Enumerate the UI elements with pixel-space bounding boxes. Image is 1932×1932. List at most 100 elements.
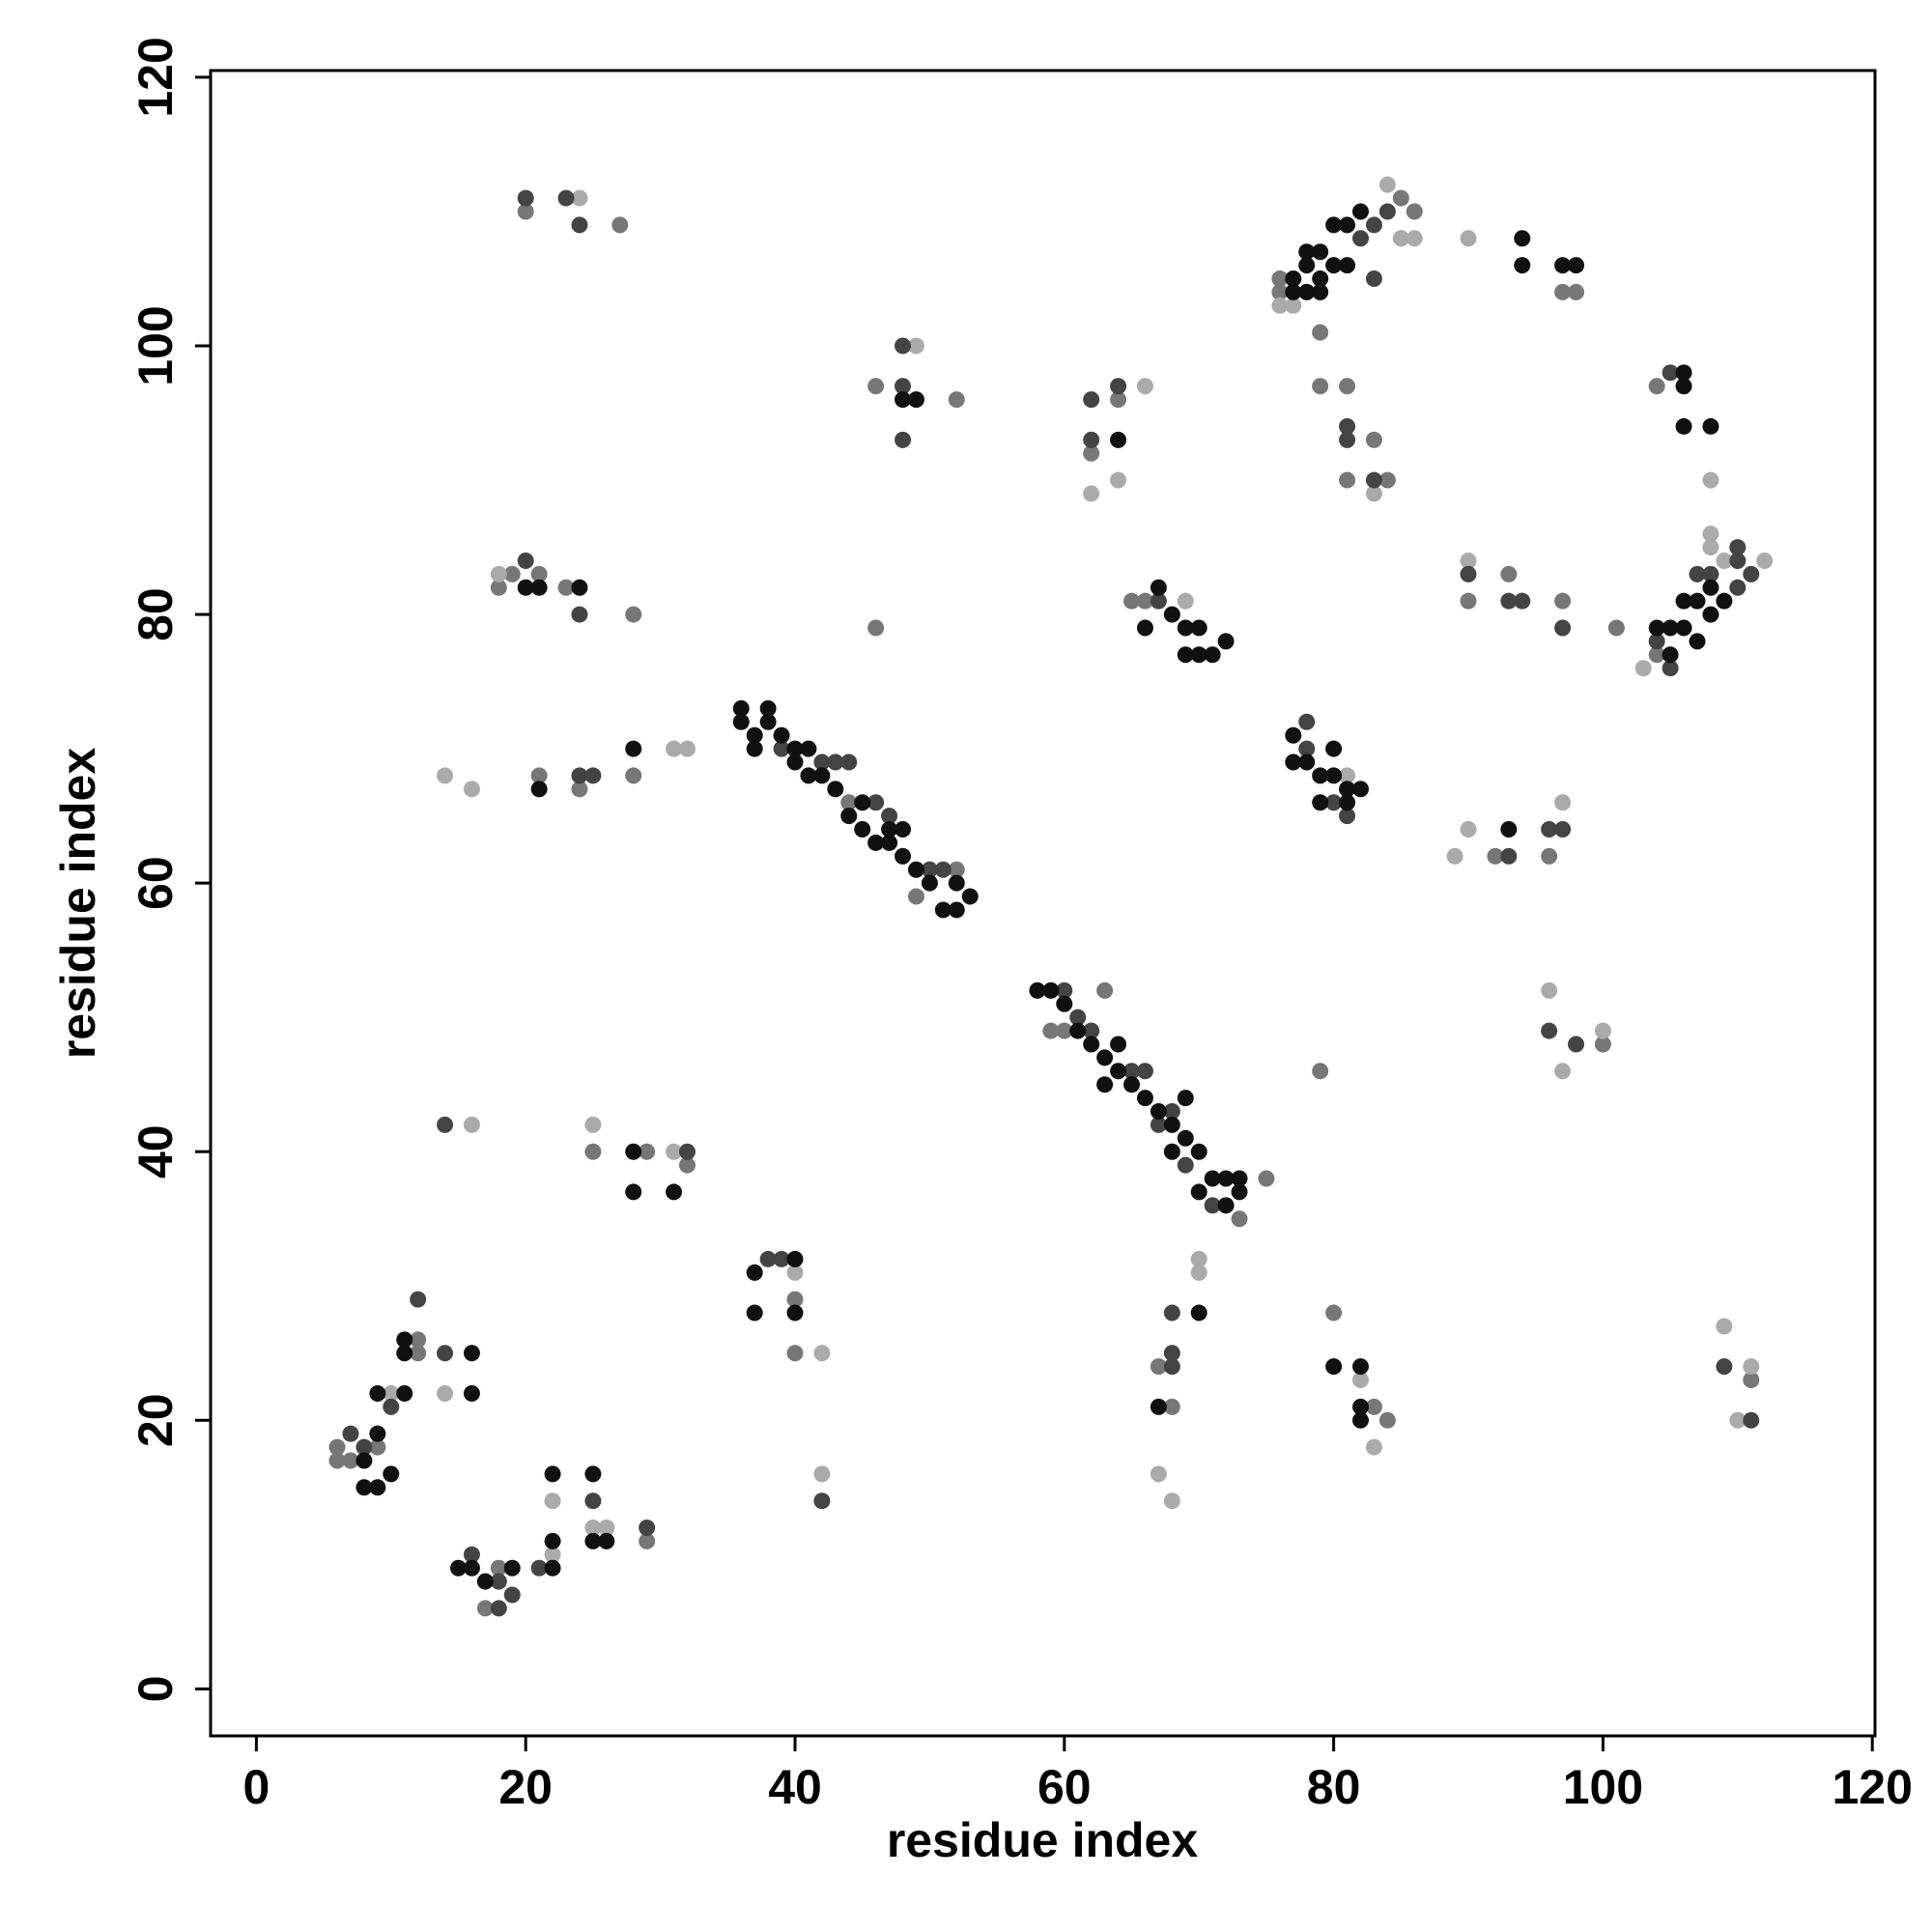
point bbox=[867, 794, 885, 811]
point bbox=[396, 1345, 413, 1362]
point bbox=[1351, 1372, 1369, 1389]
point bbox=[1163, 1304, 1180, 1321]
point bbox=[773, 726, 790, 744]
point bbox=[1554, 257, 1572, 274]
point bbox=[1083, 391, 1100, 409]
point bbox=[1675, 619, 1692, 637]
point bbox=[571, 606, 588, 623]
point bbox=[1190, 1143, 1208, 1160]
point bbox=[840, 808, 858, 825]
point bbox=[1716, 1318, 1733, 1335]
y-tick-label: 20 bbox=[128, 1393, 183, 1447]
point bbox=[1541, 847, 1558, 865]
point bbox=[1702, 606, 1719, 623]
point bbox=[813, 1492, 831, 1510]
point bbox=[1460, 592, 1477, 610]
point bbox=[1163, 1103, 1180, 1120]
point bbox=[557, 579, 575, 596]
point bbox=[1312, 243, 1329, 261]
point bbox=[1056, 981, 1073, 999]
point bbox=[355, 1452, 373, 1469]
point bbox=[1271, 283, 1289, 300]
point bbox=[1150, 1358, 1167, 1376]
point bbox=[773, 740, 790, 757]
point bbox=[1285, 283, 1302, 300]
x-axis-title: residue index bbox=[887, 1813, 1199, 1867]
point bbox=[800, 740, 817, 757]
point bbox=[1648, 378, 1665, 395]
point bbox=[961, 888, 979, 905]
point bbox=[1675, 592, 1692, 610]
point bbox=[383, 1384, 400, 1402]
point bbox=[746, 726, 763, 744]
point bbox=[1554, 619, 1572, 637]
point bbox=[1378, 176, 1396, 193]
point bbox=[1339, 794, 1356, 811]
point bbox=[1163, 606, 1180, 623]
point bbox=[759, 1250, 777, 1267]
point bbox=[369, 1438, 386, 1456]
x-tick-label: 120 bbox=[1832, 1760, 1912, 1814]
point bbox=[1325, 1304, 1343, 1321]
point bbox=[571, 767, 588, 784]
y-tick-label: 120 bbox=[128, 37, 183, 117]
y-tick-label: 60 bbox=[128, 856, 183, 910]
y-tick-label: 0 bbox=[128, 1675, 183, 1702]
point bbox=[1231, 1210, 1248, 1228]
point bbox=[1110, 378, 1127, 395]
point bbox=[1729, 579, 1747, 596]
point bbox=[1285, 297, 1302, 314]
point bbox=[1554, 821, 1572, 838]
point bbox=[625, 767, 642, 784]
x-tick-label: 60 bbox=[1037, 1760, 1092, 1814]
point bbox=[1460, 821, 1477, 838]
point bbox=[759, 699, 777, 717]
point bbox=[827, 781, 844, 798]
point bbox=[786, 1304, 804, 1321]
point bbox=[544, 1492, 561, 1510]
point bbox=[1365, 431, 1382, 448]
y-axis-title: residue index bbox=[51, 748, 105, 1060]
point bbox=[773, 1250, 790, 1267]
point bbox=[895, 391, 912, 409]
point bbox=[1096, 981, 1114, 999]
point bbox=[1729, 552, 1747, 569]
point bbox=[1136, 378, 1153, 395]
point bbox=[1298, 257, 1316, 274]
point bbox=[867, 619, 885, 637]
point bbox=[1541, 981, 1558, 999]
point bbox=[1675, 378, 1692, 395]
point bbox=[1339, 216, 1356, 234]
point bbox=[584, 1143, 602, 1160]
point bbox=[786, 1291, 804, 1308]
point bbox=[571, 189, 588, 207]
point bbox=[1110, 431, 1127, 448]
point bbox=[786, 753, 804, 771]
point bbox=[1325, 740, 1343, 757]
point bbox=[1069, 1022, 1087, 1039]
point bbox=[1136, 1090, 1153, 1107]
point bbox=[1163, 1492, 1180, 1510]
point bbox=[1163, 1116, 1180, 1133]
point bbox=[1312, 794, 1329, 811]
point bbox=[437, 1116, 454, 1133]
point bbox=[1110, 391, 1127, 409]
point bbox=[1351, 781, 1369, 798]
point bbox=[1541, 821, 1558, 838]
point bbox=[625, 1143, 642, 1160]
point bbox=[786, 740, 804, 757]
point bbox=[544, 1532, 561, 1549]
point bbox=[1110, 471, 1127, 489]
point bbox=[530, 767, 548, 784]
point bbox=[1136, 1063, 1153, 1080]
point bbox=[1594, 1022, 1611, 1039]
point bbox=[666, 1143, 683, 1160]
point bbox=[598, 1532, 615, 1549]
point bbox=[666, 1183, 683, 1201]
point bbox=[517, 189, 534, 207]
point bbox=[1500, 847, 1518, 865]
point bbox=[934, 861, 952, 878]
point bbox=[867, 378, 885, 395]
point bbox=[1554, 1063, 1572, 1080]
point bbox=[571, 579, 588, 596]
